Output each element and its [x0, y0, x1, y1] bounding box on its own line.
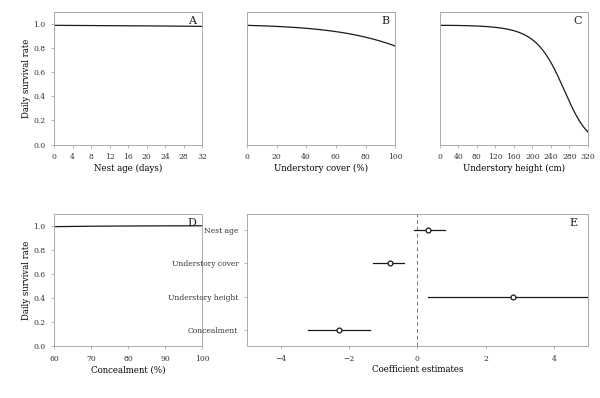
Text: B: B — [381, 16, 389, 26]
X-axis label: Understory height (cm): Understory height (cm) — [463, 164, 565, 173]
X-axis label: Coefficient estimates: Coefficient estimates — [371, 365, 463, 375]
Text: A: A — [188, 16, 196, 26]
Text: E: E — [569, 218, 578, 228]
Text: D: D — [188, 218, 196, 228]
X-axis label: Nest age (days): Nest age (days) — [94, 164, 163, 173]
X-axis label: Understory cover (%): Understory cover (%) — [274, 164, 368, 173]
X-axis label: Concealment (%): Concealment (%) — [91, 365, 166, 375]
Text: C: C — [574, 16, 582, 26]
Y-axis label: Daily survival rate: Daily survival rate — [22, 240, 31, 320]
Y-axis label: Daily survival rate: Daily survival rate — [22, 39, 31, 118]
